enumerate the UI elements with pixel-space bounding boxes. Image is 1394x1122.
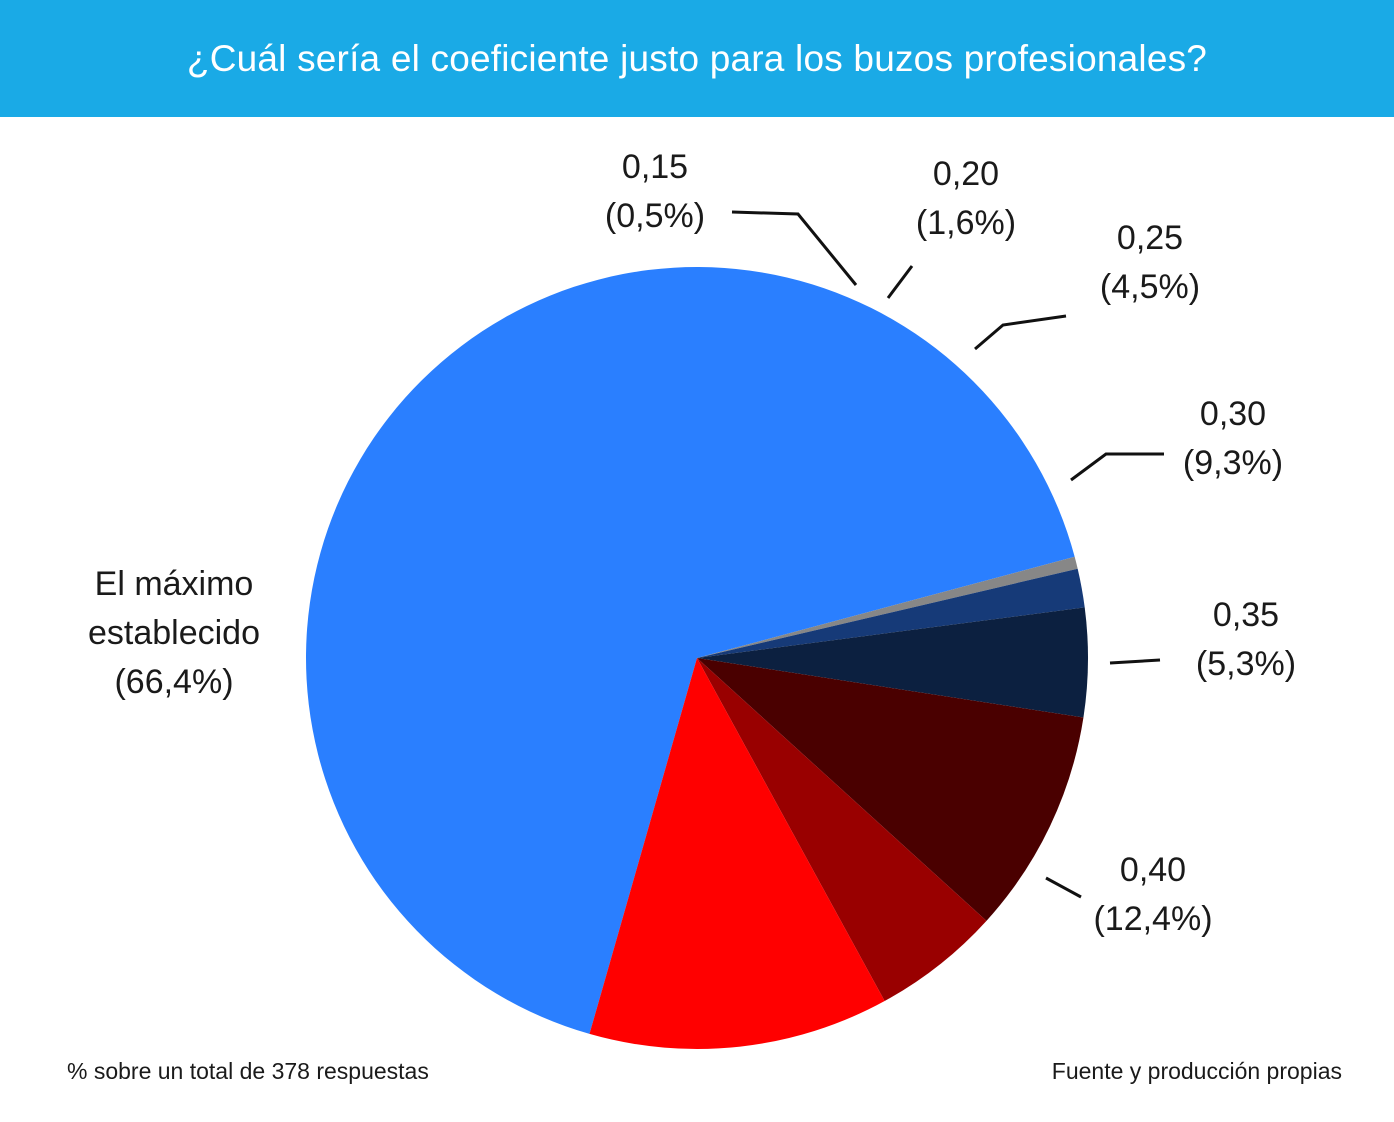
footer-total-note: % sobre un total de 378 respuestas [67, 1058, 429, 1084]
pie-slice-0-35 [697, 658, 987, 1002]
chart-title: ¿Cuál sería el coeficiente justo para lo… [186, 37, 1208, 79]
slice-category-label: 0,15 [622, 148, 688, 186]
slice-category-label: El máximo [95, 565, 254, 603]
leader-line [886, 265, 914, 299]
leader-line [974, 314, 1067, 351]
pie-slice-0-25 [697, 607, 1088, 718]
slice-category-label: 0,25 [1117, 219, 1183, 257]
pie-slice-0-30 [697, 658, 1084, 921]
leader-line [1109, 658, 1161, 665]
slice-category-label: 0,20 [933, 155, 999, 193]
slice-percent-label: (4,5%) [1100, 268, 1200, 306]
title-bar: ¿Cuál sería el coeficiente justo para lo… [0, 0, 1394, 117]
slice-percent-label: (66,4%) [114, 663, 233, 701]
slice-label: 0,15 (0,5%) [605, 148, 705, 235]
slice-category-label: 0,40 [1120, 851, 1186, 889]
pie-slice-0-40 [589, 658, 885, 1049]
pie-slice-maximo [305, 266, 1075, 1034]
leader-line [731, 210, 858, 286]
footer-source-note: Fuente y producción propias [1051, 1058, 1342, 1084]
slice-category-label: establecido [88, 614, 260, 652]
slice-label: 0,40 (12,4%) [1093, 851, 1212, 938]
leader-line [1070, 452, 1164, 482]
slice-category-label: 0,35 [1213, 596, 1279, 634]
leader-line [1045, 876, 1082, 899]
slice-category-label: 0,30 [1200, 395, 1266, 433]
slice-label: 0,20 (1,6%) [916, 155, 1016, 242]
pie-slice-0-15 [697, 556, 1078, 658]
slice-label: 0,30 (9,3%) [1183, 395, 1283, 482]
slice-label: 0,25 (4,5%) [1100, 219, 1200, 306]
slice-percent-label: (5,3%) [1196, 645, 1296, 683]
pie-slice-0-20 [697, 568, 1085, 658]
slice-percent-label: (1,6%) [916, 204, 1016, 242]
slice-label: El máximo establecido (66,4%) [88, 565, 260, 701]
slice-percent-label: (0,5%) [605, 197, 705, 235]
slice-label: 0,35 (5,3%) [1196, 596, 1296, 683]
slice-percent-label: (9,3%) [1183, 444, 1283, 482]
slice-percent-label: (12,4%) [1093, 900, 1212, 938]
